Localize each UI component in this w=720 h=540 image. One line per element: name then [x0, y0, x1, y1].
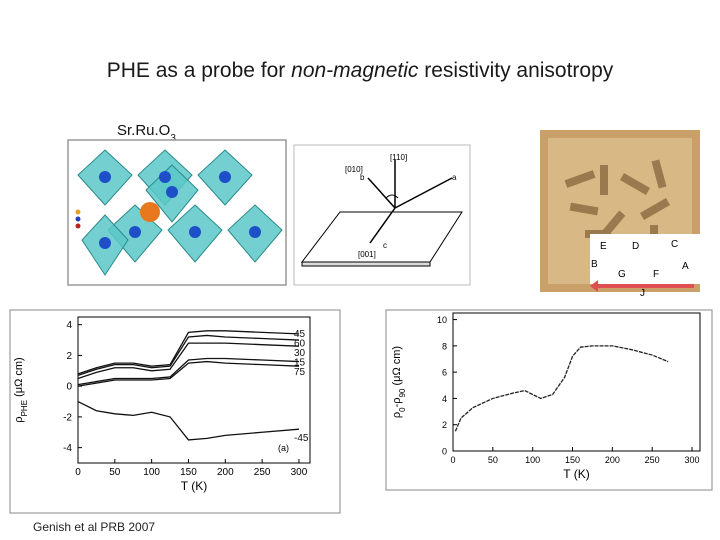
x-tick-label: 150: [565, 455, 580, 465]
series-line: [77, 400, 300, 441]
contact-label: F: [653, 269, 659, 280]
arrow: [367, 177, 396, 209]
contact-label: B: [591, 259, 598, 270]
x-tick-label: 250: [645, 455, 660, 465]
y-tick-label: 0: [442, 447, 447, 457]
x-tick-label: 0: [450, 455, 455, 465]
contact-label: A: [682, 261, 689, 272]
title-part: resistivity anisotropy: [418, 59, 613, 82]
contact-label: D: [632, 241, 639, 252]
formula: Sr.Ru.O3: [117, 122, 176, 144]
series-line: [77, 342, 299, 380]
series-label: 45: [294, 329, 306, 340]
x-tick-label: 300: [685, 455, 700, 465]
title-part: non-magnetic: [291, 59, 419, 82]
y-axis-label: ρ0-ρ90 (μΩ cm): [391, 346, 407, 418]
contact-label: C: [671, 239, 678, 250]
y-tick-label: 0: [66, 382, 72, 393]
y-tick-label: 4: [442, 394, 447, 404]
series-line: [77, 357, 299, 386]
y-label-part: PHE: [20, 400, 29, 416]
x-axis-label: T (K): [181, 479, 207, 493]
y-label-part: 90: [398, 388, 407, 397]
axis-label: c: [383, 241, 387, 250]
x-tick-label: 50: [109, 467, 121, 478]
plot-area: [77, 316, 311, 464]
x-axis-label: T (K): [563, 467, 589, 481]
sample-photo: E D C B G F A J: [540, 130, 700, 299]
y-label-part: -ρ: [391, 397, 403, 407]
y-tick-label: 6: [442, 368, 447, 378]
series-label: 60: [294, 338, 306, 349]
series-label: -45: [294, 433, 309, 444]
contact-panel: [590, 234, 700, 284]
x-tick-label: 250: [254, 467, 271, 478]
y-tick-label: -4: [63, 443, 72, 454]
x-tick-label: 200: [217, 467, 234, 478]
arrow-head: [590, 280, 598, 292]
chart-frame: [385, 309, 713, 491]
series-line: [77, 360, 299, 387]
series-line: [454, 345, 669, 432]
axis-label: [001]: [358, 250, 376, 259]
plot-area: [452, 312, 701, 452]
y-label-part: ρ: [13, 416, 25, 422]
x-tick-label: 100: [143, 467, 160, 478]
angle-arc: [385, 194, 399, 199]
x-tick-label: 100: [525, 455, 540, 465]
crystal-structure: [67, 139, 287, 286]
x-tick-label: 300: [291, 467, 308, 478]
series-label: 15: [294, 357, 306, 368]
y-label-part: (μΩ cm): [13, 357, 25, 400]
formula-subscript: 3: [170, 133, 176, 144]
series-line: [77, 330, 299, 375]
y-tick-label: -2: [63, 412, 72, 423]
y-label-part: ρ: [391, 412, 403, 418]
chart-frame: [9, 309, 341, 514]
y-label-part: 0: [398, 407, 407, 412]
y-axis-label: ρPHE (μΩ cm): [13, 357, 29, 422]
arrow: [369, 207, 396, 244]
x-tick-label: 200: [605, 455, 620, 465]
axis-label: b: [360, 173, 365, 182]
arrow: [394, 177, 453, 209]
x-tick-label: 150: [180, 467, 197, 478]
series-label: 75: [294, 367, 306, 378]
series-line: [77, 334, 299, 377]
series-label: 30: [294, 348, 306, 359]
orientation-diagram: [110] [010] b a c [001]: [293, 144, 471, 286]
y-tick-label: 2: [66, 351, 72, 362]
x-tick-label: 0: [75, 467, 81, 478]
title-part: PHE as a probe for: [107, 59, 291, 82]
formula-main: Sr.Ru.O: [117, 122, 170, 139]
y-tick-label: 4: [66, 320, 72, 331]
plane-edge: [301, 261, 431, 267]
y-tick-label: 8: [442, 341, 447, 351]
contact-label: J: [640, 288, 645, 299]
citation: Genish et al PRB 2007: [33, 520, 155, 534]
annotation: (a): [278, 443, 289, 453]
axis-label: [010]: [345, 165, 363, 174]
y-label-part: (μΩ cm): [391, 346, 403, 389]
x-tick-label: 50: [488, 455, 498, 465]
contact-label: E: [600, 241, 607, 252]
slide-title: PHE as a probe for non-magnetic resistiv…: [107, 59, 614, 82]
axis-label: [110]: [390, 153, 407, 162]
axis-label: a: [452, 173, 457, 182]
y-tick-label: 10: [437, 315, 447, 325]
contact-label: G: [618, 269, 626, 280]
y-tick-label: 2: [442, 420, 447, 430]
